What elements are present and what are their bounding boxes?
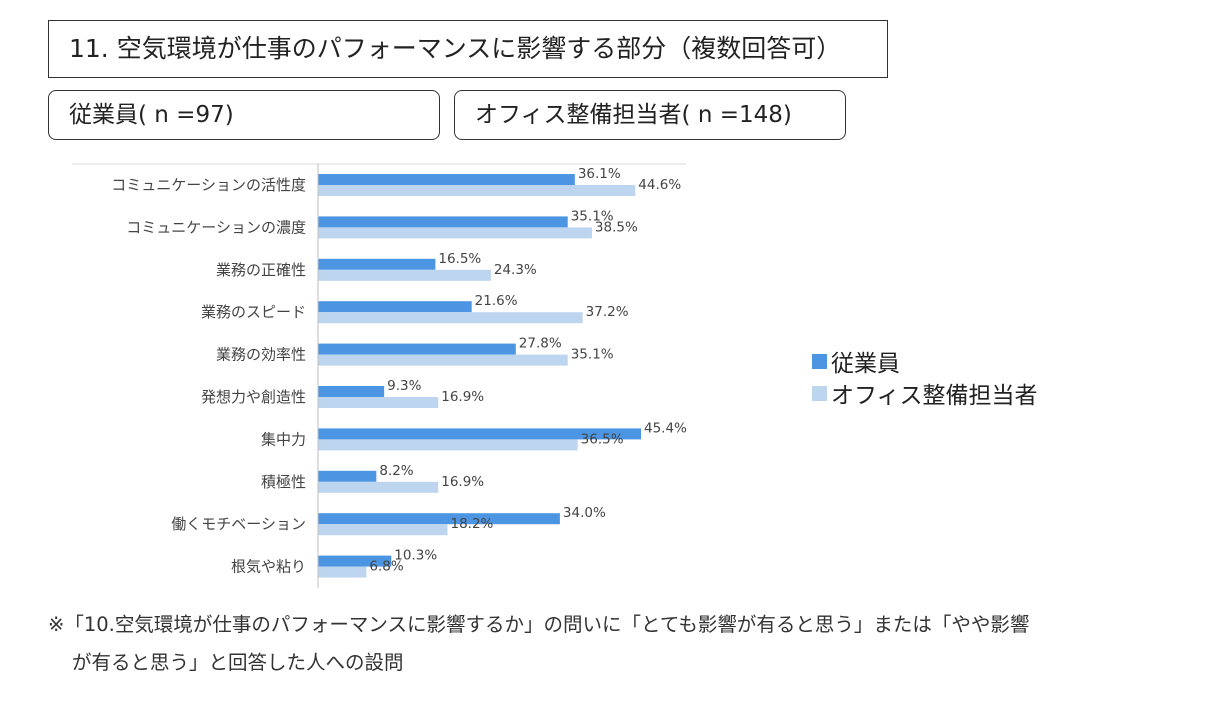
bar-office-managers: [318, 312, 583, 324]
category-label: 業務のスピード: [201, 303, 306, 321]
footnote-line-1: ※「10.空気環境が仕事のパフォーマンスに影響するか」の問いに「とても影響が有る…: [48, 613, 1030, 636]
bar-chart: コミュニケーションの活性度 36.1% 44.6% コミュニケーションの濃度 35.1%…: [72, 163, 687, 588]
value-label-office-managers: 37.2%: [586, 304, 629, 320]
value-label-office-managers: 6.8%: [369, 559, 403, 575]
bar-employees: [318, 555, 392, 567]
legend-swatch-office-managers: [812, 385, 827, 401]
value-label-office-managers: 38.5%: [595, 219, 638, 235]
category-label: コミュニケーションの活性度: [111, 176, 306, 194]
category-label: 働くモチベーション: [171, 515, 306, 533]
value-label-office-managers: 18.2%: [450, 516, 493, 532]
legend-swatch-employees: [812, 353, 827, 369]
bar-employees: [318, 513, 560, 525]
value-label-employees: 16.5%: [438, 251, 481, 267]
category-label: 集中力: [261, 430, 306, 448]
value-label-office-managers: 16.9%: [441, 389, 484, 405]
bar-employees: [318, 343, 516, 355]
category-label: 積極性: [261, 473, 306, 491]
category-label: 根気や粘り: [231, 558, 306, 576]
value-label-employees: 10.3%: [394, 548, 437, 564]
bar-office-managers: [318, 481, 439, 493]
value-label-employees: 45.4%: [644, 420, 687, 436]
value-label-office-managers: 24.3%: [494, 262, 537, 278]
bar-employees: [318, 428, 641, 440]
bar-office-managers: [318, 354, 568, 366]
footnote-line-2: が有ると思う」と回答した人への設問: [72, 651, 404, 674]
category-label: 業務の正確性: [216, 261, 306, 279]
legend-item-office-managers: オフィス整備担当者: [812, 377, 1038, 409]
category-label: 発想力や創造性: [201, 388, 306, 406]
value-label-employees: 36.1%: [578, 166, 621, 182]
bar-employees: [318, 258, 436, 270]
value-label-employees: 8.2%: [379, 463, 413, 479]
legend-label-employees: 従業員: [831, 351, 900, 377]
bar-employees: [318, 174, 575, 185]
bar-office-managers: [318, 185, 636, 196]
chart-title: 11. 空気環境が仕事のパフォーマンスに影響する部分（複数回答可）: [48, 20, 888, 78]
bar-employees: [318, 470, 377, 482]
bar-employees: [318, 301, 472, 313]
category-label: コミュニケーションの濃度: [126, 218, 306, 236]
group-label-employees: 従業員( n =97): [48, 90, 440, 140]
legend-label-office-managers: オフィス整備担当者: [831, 383, 1038, 409]
category-label: 業務の効率性: [216, 346, 306, 364]
bar-office-managers: [318, 397, 439, 408]
footnote: ※「10.空気環境が仕事のパフォーマンスに影響するか」の問いに「とても影響が有る…: [48, 606, 1208, 682]
value-label-office-managers: 16.9%: [441, 474, 484, 490]
value-label-employees: 9.3%: [387, 378, 421, 394]
value-label-employees: 34.0%: [563, 505, 606, 521]
value-label-office-managers: 36.5%: [581, 431, 624, 447]
value-label-employees: 35.1%: [571, 208, 614, 224]
bar-employees: [318, 386, 385, 397]
value-label-employees: 21.6%: [475, 293, 518, 309]
legend-item-employees: 従業員: [812, 345, 1038, 377]
value-label-office-managers: 35.1%: [571, 347, 614, 363]
value-label-office-managers: 44.6%: [638, 177, 681, 193]
bar-office-managers: [318, 566, 367, 578]
value-label-employees: 27.8%: [519, 336, 562, 352]
bar-office-managers: [318, 439, 578, 451]
group-label-office-managers: オフィス整備担当者( n =148): [454, 90, 846, 140]
legend: 従業員 オフィス整備担当者: [812, 345, 1038, 409]
bar-office-managers: [318, 524, 448, 536]
bar-office-managers: [318, 269, 491, 281]
bar-office-managers: [318, 227, 592, 239]
bar-employees: [318, 216, 568, 228]
